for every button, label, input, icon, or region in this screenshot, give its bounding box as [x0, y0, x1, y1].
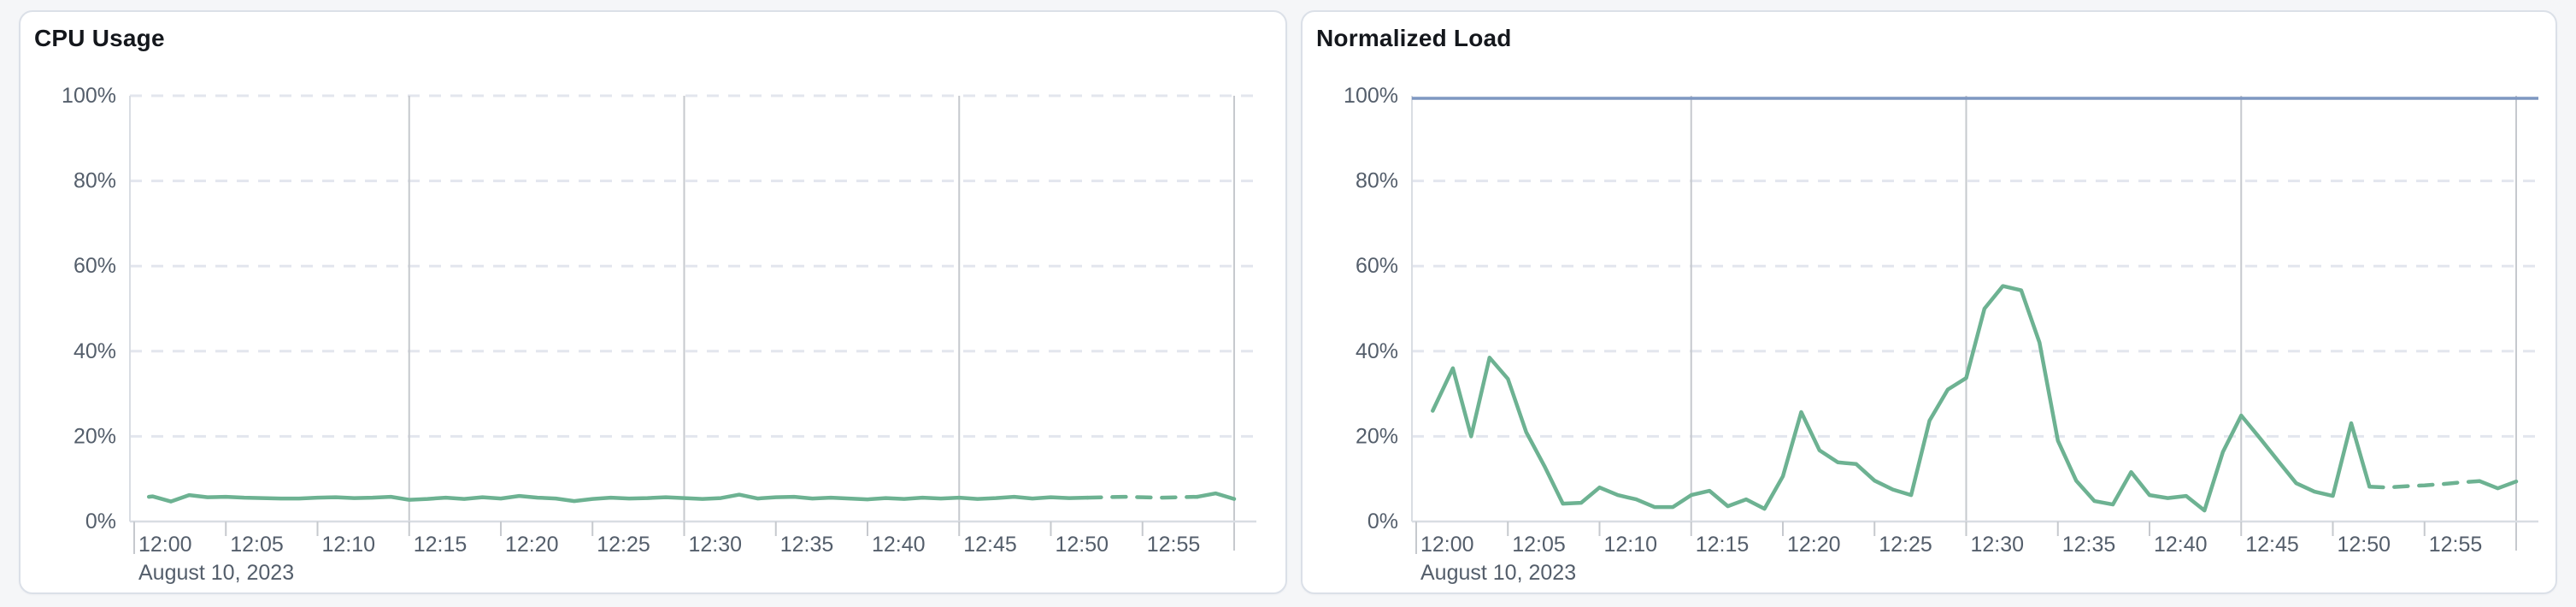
x-axis-label: 12:25: [1879, 533, 1932, 557]
normalized-load-line: [2477, 479, 2519, 491]
x-axis-label: 12:40: [2154, 533, 2208, 557]
x-axis-label: 12:10: [1604, 533, 1658, 557]
x-axis-label: 12:00: [1420, 533, 1474, 557]
x-axis-label: 12:15: [414, 533, 468, 557]
cpu-usage-line: [1195, 491, 1237, 501]
y-axis-label: 60%: [1356, 254, 1398, 278]
normalized-load-panel: 0% 20% 40% 60% 80% 100% 12:00 12:05 12:10 12:15 12…: [1301, 10, 2557, 594]
x-axis-label: 12:35: [2062, 533, 2116, 557]
x-axis-date-label: August 10, 2023: [138, 561, 294, 585]
x-axis-label: 12:20: [1787, 533, 1841, 557]
normalized-load-chart[interactable]: 0% 20% 40% 60% 80% 100% 12:00 12:05 12:10 12:15 12…: [1303, 12, 2555, 592]
y-axis-label: 80%: [1356, 169, 1398, 193]
cpu-usage-panel: 0% 20% 40% 60% 80% 100% 12:00 12:05 12:10 12:15 12…: [19, 10, 1287, 594]
y-axis-label: 80%: [74, 169, 116, 193]
panel-title: Normalized Load: [1316, 25, 1512, 51]
x-axis-label: 12:45: [963, 533, 1017, 557]
y-axis-label: 0%: [1367, 510, 1398, 533]
x-axis-label: 12:40: [872, 533, 926, 557]
y-axis-label: 60%: [74, 254, 116, 278]
y-axis-label: 0%: [85, 510, 116, 533]
x-axis-label: 12:50: [2338, 533, 2391, 557]
x-axis-label: 12:55: [1147, 533, 1201, 557]
x-axis-label: 12:45: [2245, 533, 2299, 557]
x-axis-label: 12:05: [1512, 533, 1566, 557]
x-axis-label: 12:05: [230, 533, 284, 557]
y-axis-label: 20%: [1356, 424, 1398, 448]
y-axis-label: 100%: [62, 84, 116, 108]
y-axis-label: 100%: [1344, 84, 1398, 108]
x-axis-label: 12:00: [138, 533, 192, 557]
x-axis-label: 12:55: [2429, 533, 2483, 557]
cpu-usage-line-projected: [1085, 494, 1200, 500]
x-axis-label: 12:35: [780, 533, 834, 557]
x-axis-label: 12:15: [1696, 533, 1750, 557]
x-axis-label: 12:30: [1971, 533, 2025, 557]
y-axis-label: 20%: [74, 424, 116, 448]
panel-title: CPU Usage: [34, 25, 165, 51]
x-axis-label: 12:50: [1056, 533, 1109, 557]
normalized-load-line: [1431, 284, 2372, 513]
x-axis-label: 12:25: [597, 533, 650, 557]
x-axis-date-label: August 10, 2023: [1420, 561, 1576, 585]
normalized-load-line-projected: [2367, 479, 2482, 490]
y-axis-label: 40%: [1356, 339, 1398, 363]
cpu-usage-chart[interactable]: 0% 20% 40% 60% 80% 100% 12:00 12:05 12:10 12:15 12…: [21, 12, 1285, 592]
x-axis-label: 12:10: [322, 533, 376, 557]
y-axis-label: 40%: [74, 339, 116, 363]
x-axis-label: 12:20: [505, 533, 559, 557]
cpu-usage-line: [146, 492, 1090, 504]
x-axis-label: 12:30: [689, 533, 743, 557]
